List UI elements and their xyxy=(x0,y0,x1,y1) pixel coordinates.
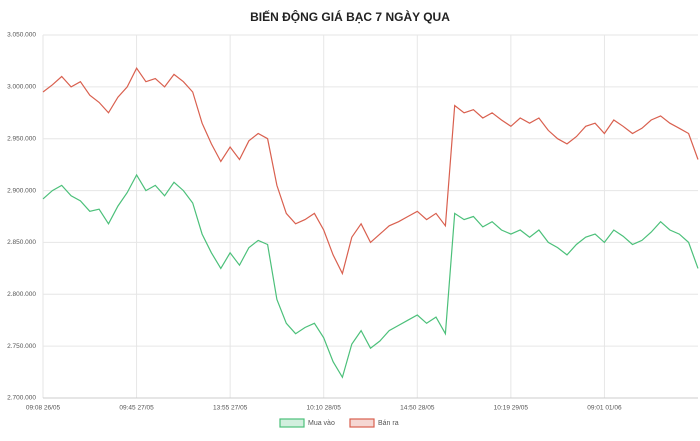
x-tick-label: 14:50 28/05 xyxy=(400,405,435,412)
x-tick-label: 10:19 29/05 xyxy=(494,405,529,412)
legend-swatch xyxy=(279,418,305,428)
legend-swatch xyxy=(349,418,375,428)
x-tick-label: 09:08 26/05 xyxy=(26,405,61,412)
x-tick-label: 10:10 28/05 xyxy=(307,405,342,412)
y-tick-label: 3.000.000 xyxy=(7,84,36,91)
x-tick-label: 13:55 27/05 xyxy=(213,405,248,412)
legend-label: Bán ra xyxy=(378,420,399,427)
y-tick-label: 2.750.000 xyxy=(7,343,36,350)
x-tick-label: 09:45 27/05 xyxy=(119,405,154,412)
legend-label: Mua vào xyxy=(308,420,335,427)
y-tick-label: 2.950.000 xyxy=(7,135,36,142)
y-tick-label: 3.050.000 xyxy=(7,32,36,39)
y-tick-label: 2.800.000 xyxy=(7,291,36,298)
y-tick-label: 2.900.000 xyxy=(7,187,36,194)
y-tick-label: 2.700.000 xyxy=(7,395,36,402)
x-tick-label: 09:01 01/06 xyxy=(587,405,622,412)
chart-title: BIẾN ĐỘNG GIÁ BẠC 7 NGÀY QUA xyxy=(250,9,450,24)
series-line xyxy=(42,67,699,276)
y-tick-label: 2.850.000 xyxy=(7,239,36,246)
series-line xyxy=(42,173,699,379)
